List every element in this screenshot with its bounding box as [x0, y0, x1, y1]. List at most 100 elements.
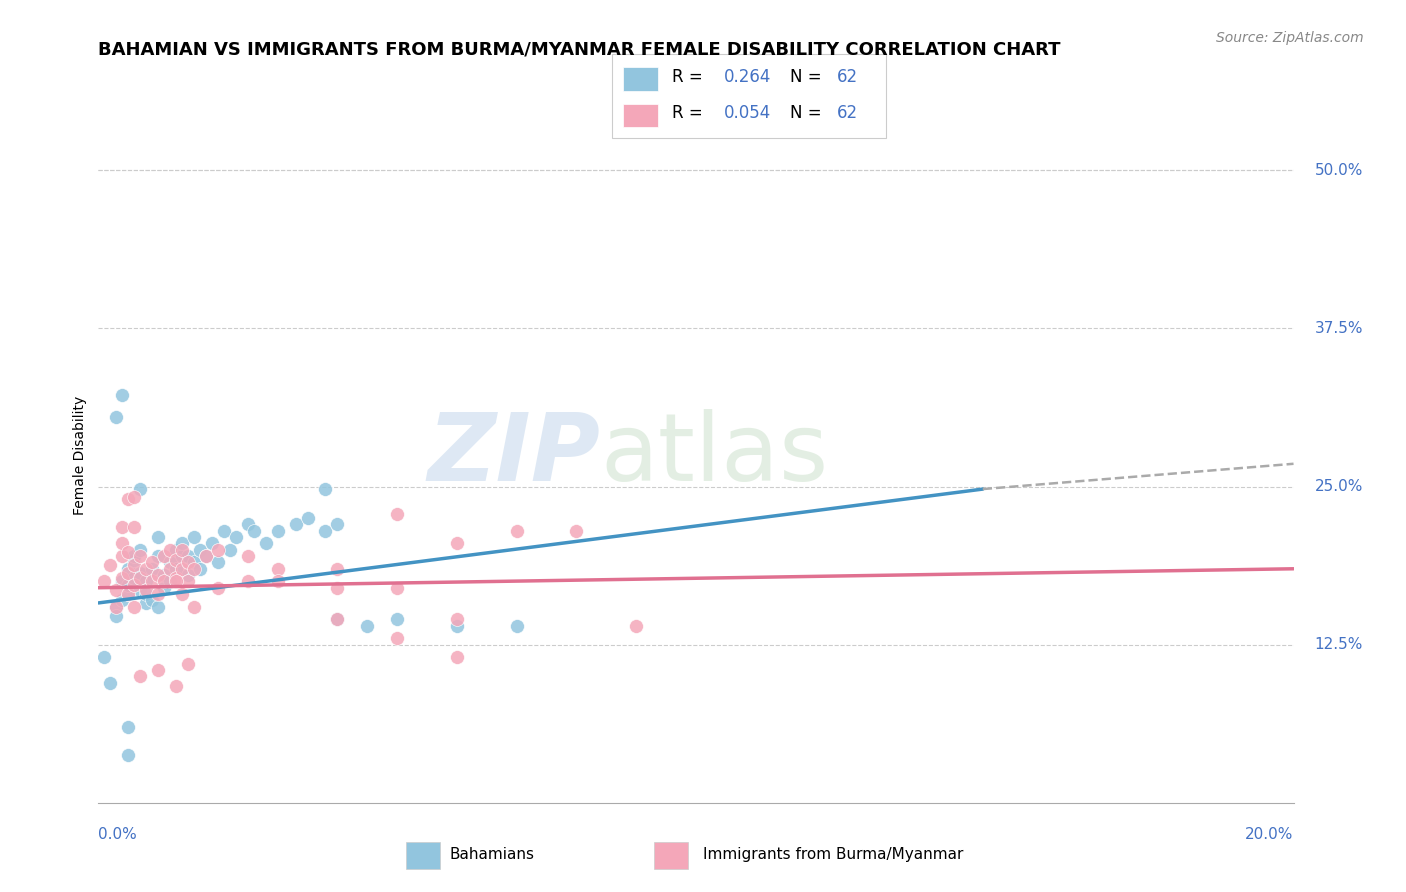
Point	[117, 720, 139, 734]
Point	[111, 536, 134, 550]
Point	[129, 566, 152, 580]
Point	[148, 568, 170, 582]
Point	[129, 571, 152, 585]
Point	[385, 508, 409, 522]
Point	[124, 599, 146, 614]
Point	[129, 482, 152, 496]
Point	[165, 542, 187, 557]
Point	[254, 536, 277, 550]
Point	[172, 542, 194, 557]
Point	[165, 562, 187, 576]
Point	[141, 593, 163, 607]
Point	[446, 618, 468, 632]
Point	[117, 566, 139, 580]
Point	[124, 490, 146, 504]
Point	[385, 612, 409, 626]
Point	[148, 663, 170, 677]
Point	[93, 650, 115, 665]
Point	[183, 530, 205, 544]
Point	[117, 562, 139, 576]
Text: atlas: atlas	[600, 409, 828, 501]
Text: 0.264: 0.264	[724, 69, 772, 87]
Point	[98, 558, 122, 572]
Text: 37.5%: 37.5%	[1315, 321, 1362, 336]
Point	[267, 524, 290, 538]
Bar	[654, 842, 688, 869]
Point	[165, 574, 187, 589]
Point	[135, 562, 157, 576]
Point	[446, 536, 468, 550]
Text: 0.0%: 0.0%	[98, 827, 138, 841]
Text: R =: R =	[672, 103, 709, 122]
Point	[148, 549, 170, 563]
Point	[111, 520, 134, 534]
Point	[153, 568, 176, 582]
Point	[356, 618, 378, 632]
Point	[124, 520, 146, 534]
Point	[117, 492, 139, 507]
Point	[183, 556, 205, 570]
Point	[153, 549, 176, 563]
Point	[111, 549, 134, 563]
Point	[183, 562, 205, 576]
Text: 25.0%: 25.0%	[1315, 479, 1362, 494]
Point	[117, 587, 139, 601]
Text: 0.054: 0.054	[724, 103, 772, 122]
Point	[117, 587, 139, 601]
Point	[297, 511, 319, 525]
Text: BAHAMIAN VS IMMIGRANTS FROM BURMA/MYANMAR FEMALE DISABILITY CORRELATION CHART: BAHAMIAN VS IMMIGRANTS FROM BURMA/MYANMA…	[98, 40, 1062, 58]
Point	[141, 556, 163, 570]
Point	[93, 574, 115, 589]
Point	[177, 549, 200, 563]
Point	[165, 571, 187, 585]
Text: 62: 62	[837, 103, 858, 122]
Point	[141, 574, 163, 589]
Point	[141, 562, 163, 576]
Point	[385, 581, 409, 595]
Point	[117, 747, 139, 762]
Point	[624, 618, 647, 632]
Point	[159, 562, 181, 576]
Point	[124, 571, 146, 585]
Point	[177, 574, 200, 589]
Point	[105, 599, 128, 614]
Point	[201, 536, 224, 550]
Point	[172, 562, 194, 576]
Bar	[623, 103, 658, 128]
Text: R =: R =	[672, 69, 709, 87]
Text: 20.0%: 20.0%	[1246, 827, 1294, 841]
Point	[194, 549, 218, 563]
Point	[111, 388, 134, 402]
Text: ZIP: ZIP	[427, 409, 600, 501]
Text: 12.5%: 12.5%	[1315, 637, 1362, 652]
Point	[135, 596, 157, 610]
Point	[315, 524, 337, 538]
Point	[172, 587, 194, 601]
Point	[236, 549, 259, 563]
Y-axis label: Female Disability: Female Disability	[73, 395, 87, 515]
Point	[135, 583, 157, 598]
Point	[129, 669, 152, 683]
Point	[129, 542, 152, 557]
Point	[188, 562, 211, 576]
Point	[177, 556, 200, 570]
Point	[135, 587, 157, 601]
Point	[124, 558, 146, 572]
Point	[506, 618, 529, 632]
Point	[385, 632, 409, 646]
Point	[267, 574, 290, 589]
Point	[159, 542, 181, 557]
Text: Bahamians: Bahamians	[450, 847, 534, 862]
Point	[111, 593, 134, 607]
Point	[188, 542, 211, 557]
Point	[105, 599, 128, 614]
Text: N =: N =	[790, 69, 827, 87]
Point	[207, 556, 229, 570]
Bar	[406, 842, 440, 869]
Point	[326, 517, 349, 532]
Point	[243, 524, 266, 538]
Point	[105, 583, 128, 598]
Point	[326, 612, 349, 626]
Point	[225, 530, 247, 544]
Point	[194, 549, 218, 563]
